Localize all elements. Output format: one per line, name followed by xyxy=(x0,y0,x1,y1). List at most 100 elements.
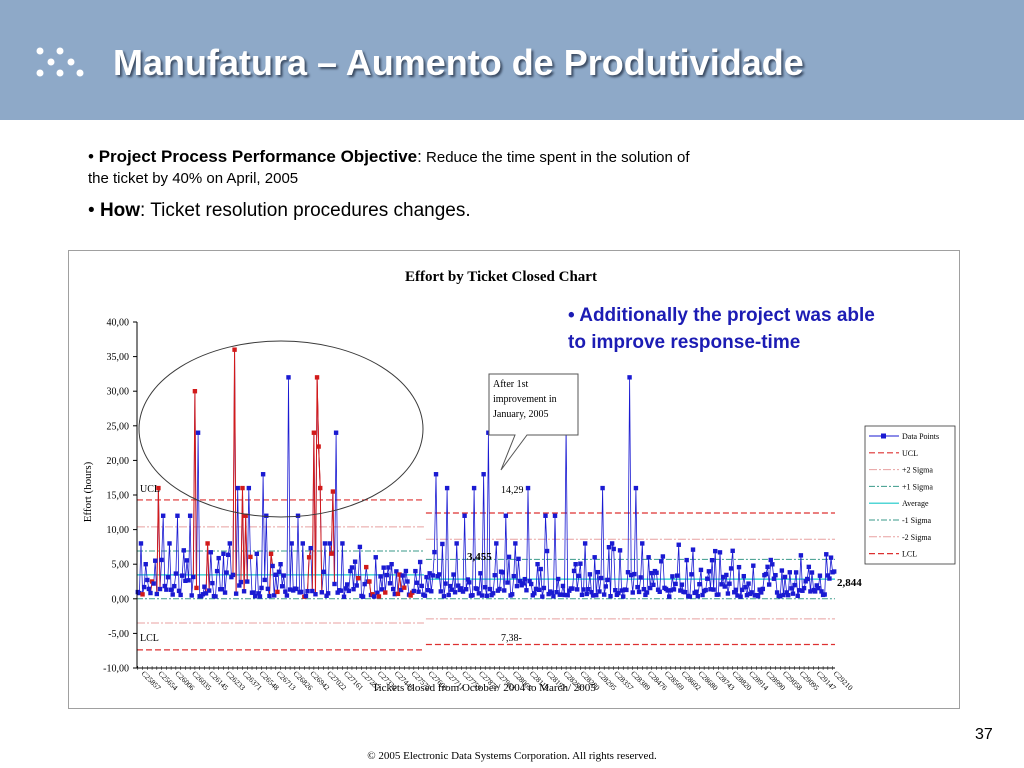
data-point xyxy=(318,485,323,491)
data-point xyxy=(582,541,588,546)
data-point xyxy=(728,566,734,571)
data-point xyxy=(503,513,509,518)
data-point xyxy=(310,588,315,594)
data-point xyxy=(576,573,582,579)
data-point xyxy=(617,548,623,553)
y-tick-label: 10,00 xyxy=(107,525,130,536)
data-point xyxy=(402,585,407,590)
data-point xyxy=(806,564,812,570)
average-value-phase1: 3,455 xyxy=(467,551,492,563)
data-point xyxy=(460,589,466,594)
data-point xyxy=(521,581,526,586)
data-point xyxy=(289,541,294,546)
data-point xyxy=(651,582,656,588)
data-point xyxy=(375,590,380,595)
data-point xyxy=(527,578,532,584)
legend-entry: -2 Sigma xyxy=(902,533,932,542)
data-point xyxy=(817,573,823,578)
data-point xyxy=(325,591,331,596)
data-point xyxy=(800,588,805,593)
legend-entry: Data Points xyxy=(902,432,939,441)
data-point xyxy=(251,590,256,595)
data-point xyxy=(195,430,201,435)
data-point xyxy=(698,567,704,573)
data-point xyxy=(153,558,158,563)
data-point xyxy=(619,588,624,593)
data-point xyxy=(273,572,279,577)
data-point xyxy=(194,585,199,591)
data-point xyxy=(736,564,742,570)
data-point xyxy=(137,590,142,596)
data-point xyxy=(595,569,601,575)
data-point xyxy=(505,580,510,585)
data-point xyxy=(586,587,591,592)
note-line-1: Additionally the project was able xyxy=(579,305,875,326)
data-point xyxy=(351,587,356,592)
data-point xyxy=(178,592,183,598)
data-point xyxy=(803,579,808,584)
data-point xyxy=(222,590,228,595)
data-point xyxy=(305,588,310,594)
data-point xyxy=(789,586,794,591)
data-point xyxy=(598,575,604,581)
data-point xyxy=(533,586,539,592)
data-point xyxy=(262,577,267,583)
data-point xyxy=(373,555,378,560)
data-point xyxy=(394,569,399,574)
data-point xyxy=(644,590,650,595)
bullet-objective-continuation: the ticket by 40% on April, 2005 xyxy=(88,170,299,187)
data-point xyxy=(463,587,469,592)
data-point xyxy=(465,577,470,582)
callout-line-1: After 1st xyxy=(493,379,528,390)
data-point xyxy=(227,541,233,546)
data-point xyxy=(340,541,345,546)
data-point xyxy=(259,585,264,591)
data-point xyxy=(370,592,375,597)
data-point xyxy=(321,569,326,574)
data-point xyxy=(735,593,740,598)
highlighted-segment xyxy=(240,488,245,592)
data-point xyxy=(298,589,304,595)
data-point xyxy=(252,594,258,599)
data-point xyxy=(143,562,148,567)
data-point xyxy=(768,557,773,563)
data-point xyxy=(540,594,545,599)
bullet-objective: • Project Process Performance Objective:… xyxy=(88,146,690,169)
data-point xyxy=(427,571,432,576)
data-point xyxy=(186,578,191,583)
data-point xyxy=(173,571,179,576)
data-point xyxy=(476,591,482,596)
data-point xyxy=(682,589,688,595)
data-point xyxy=(502,588,507,593)
data-point xyxy=(157,586,163,592)
data-point xyxy=(156,485,161,491)
data-point xyxy=(812,589,818,594)
data-point xyxy=(306,555,312,560)
data-point xyxy=(398,587,404,593)
data-point xyxy=(414,580,420,585)
data-point xyxy=(601,592,607,597)
data-point xyxy=(554,590,559,595)
data-point xyxy=(555,576,561,582)
data-points-series xyxy=(135,347,837,599)
data-point xyxy=(559,592,564,597)
data-point xyxy=(378,574,383,579)
data-point xyxy=(470,593,475,598)
data-point xyxy=(233,591,239,596)
data-point xyxy=(376,594,382,599)
data-point xyxy=(798,553,804,558)
data-point xyxy=(571,568,577,574)
data-point xyxy=(565,593,570,598)
data-point xyxy=(416,589,421,594)
data-point xyxy=(449,587,455,592)
legend-entry: Average xyxy=(902,499,929,508)
data-point xyxy=(643,592,648,598)
data-point xyxy=(386,565,391,570)
data-point xyxy=(732,590,737,595)
y-tick-label: 30,00 xyxy=(107,387,130,398)
data-point xyxy=(346,588,351,594)
data-point xyxy=(725,591,731,596)
data-point xyxy=(214,568,220,574)
data-point xyxy=(224,570,229,575)
data-point xyxy=(430,573,436,578)
